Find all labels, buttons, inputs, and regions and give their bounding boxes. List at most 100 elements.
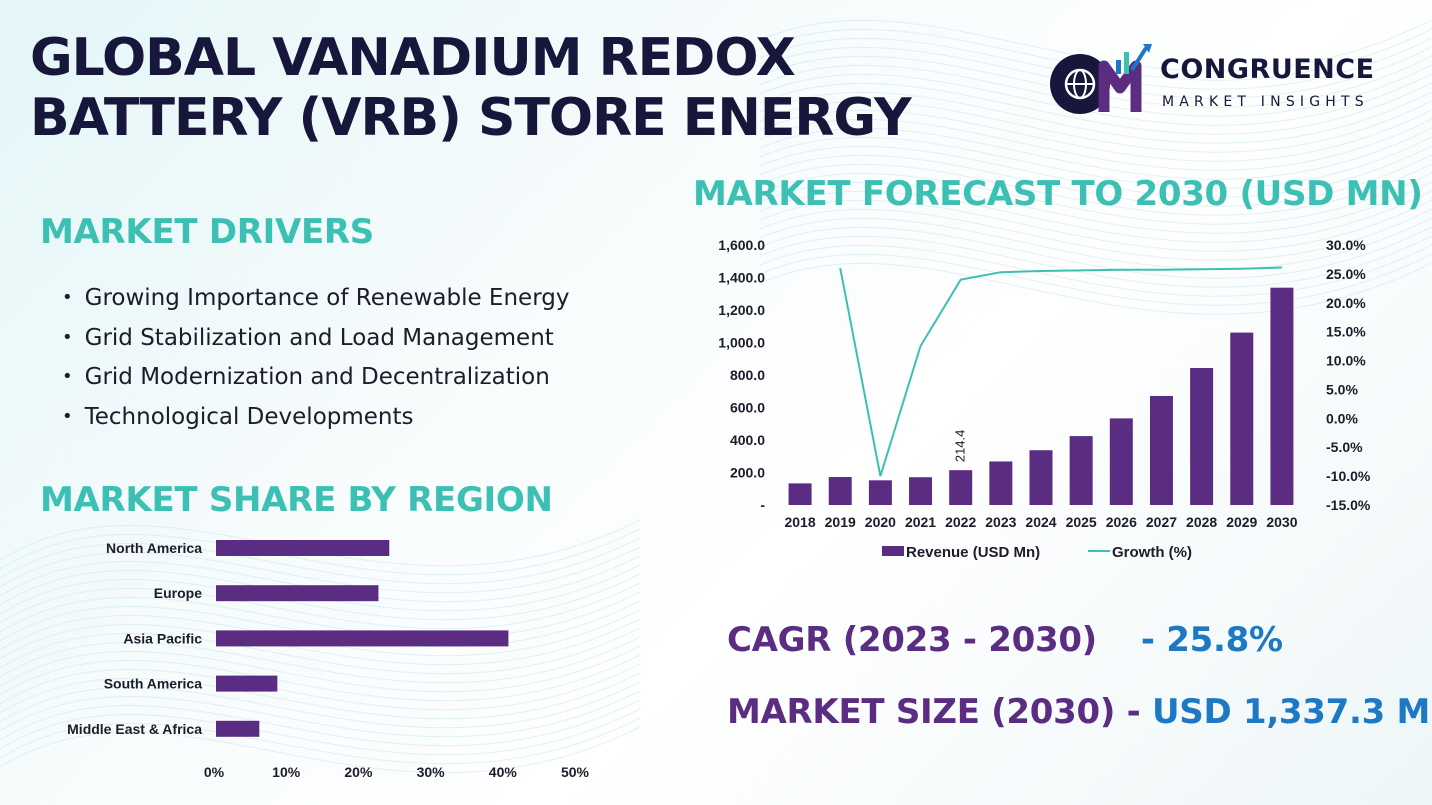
region-label: Asia Pacific <box>123 630 202 646</box>
x-axis-tick: 2024 <box>1025 514 1056 530</box>
x-tick-label: 20% <box>344 764 373 780</box>
data-label: 214.4 <box>953 430 968 463</box>
background-wave-line <box>0 708 641 756</box>
x-tick-label: 0% <box>204 764 225 780</box>
right-axis-tick: 5.0% <box>1326 381 1358 397</box>
background-wave-line <box>0 618 641 666</box>
background-wave-line <box>759 226 1432 279</box>
left-axis-tick: 1,400.0 <box>718 270 765 286</box>
background-wave-line <box>0 555 641 603</box>
right-axis-tick: 0.0% <box>1326 410 1358 426</box>
background-wave-line <box>0 726 641 774</box>
logo-wordmark: CONGRUENCE <box>1160 54 1375 85</box>
legend-bar-swatch <box>882 546 904 556</box>
market-drivers-heading: MARKET DRIVERS <box>40 212 374 252</box>
region-label: Europe <box>154 585 202 601</box>
background-wave-line <box>759 154 1432 207</box>
x-axis-tick: 2018 <box>784 514 815 530</box>
background-wave-line <box>759 181 1432 234</box>
logo-tagline: MARKET INSIGHTS <box>1162 94 1369 110</box>
driver-item: Technological Developments <box>62 401 569 441</box>
background-wave-line <box>759 100 1432 153</box>
region-bar <box>216 675 278 692</box>
background-wave-line <box>759 190 1432 243</box>
x-tick-label: 10% <box>272 764 301 780</box>
right-axis-tick: 10.0% <box>1326 353 1366 369</box>
background-wave-line <box>759 199 1432 252</box>
cagr-stat: CAGR (2023 - 2030) - 25.8% <box>727 620 1283 660</box>
background-wave-line <box>0 627 641 675</box>
region-label: North America <box>106 540 202 556</box>
x-axis-tick: 2030 <box>1266 514 1297 530</box>
right-axis-tick: 20.0% <box>1326 295 1366 311</box>
right-axis-tick: -10.0% <box>1326 468 1371 484</box>
background-wave-line <box>759 19 1432 72</box>
x-axis-tick: 2029 <box>1226 514 1257 530</box>
x-tick-label: 50% <box>561 764 590 780</box>
right-axis-tick: -5.0% <box>1326 439 1363 455</box>
background-wave-line <box>0 537 641 585</box>
background-wave-line <box>759 82 1432 135</box>
revenue-bar <box>1190 368 1214 505</box>
region-bar <box>216 585 379 602</box>
x-axis-tick: 2027 <box>1146 514 1177 530</box>
right-axis-tick: -15.0% <box>1326 497 1371 513</box>
revenue-bar <box>788 483 812 505</box>
background-wave-line <box>759 127 1432 180</box>
driver-item: Grid Stabilization and Load Management <box>62 322 569 362</box>
logo-mark-icon <box>1050 44 1152 114</box>
background-wave-line <box>0 600 641 648</box>
left-axis-tick: - <box>760 497 765 513</box>
background-wave-line <box>0 672 641 720</box>
revenue-bar <box>868 480 892 505</box>
market-size-label: MARKET SIZE (2030) - <box>727 692 1141 732</box>
background-wave-line <box>759 244 1432 297</box>
driver-item: Growing Importance of Renewable Energy <box>62 282 570 322</box>
left-axis-tick: 600.0 <box>730 400 765 416</box>
left-axis-tick: 1,000.0 <box>718 335 765 351</box>
cagr-value: - 25.8% <box>1140 620 1283 660</box>
region-bar <box>216 720 260 737</box>
background-wave-line <box>0 546 641 594</box>
market-size-value: USD 1,337.3 MN <box>1152 692 1432 732</box>
background-wave-line <box>0 582 641 630</box>
forecast-heading: MARKET FORECAST TO 2030 (USD MN) <box>693 174 1423 214</box>
background-wave-line <box>0 663 641 711</box>
revenue-bar <box>1029 450 1053 505</box>
revenue-bar <box>1069 436 1093 505</box>
revenue-bar <box>1230 332 1254 505</box>
region-bar <box>216 540 390 556</box>
background-wave-line <box>759 109 1432 162</box>
x-axis-tick: 2020 <box>865 514 896 530</box>
background-wave-line <box>0 573 641 621</box>
market-size-stat: MARKET SIZE (2030) - USD 1,337.3 MN <box>727 692 1432 732</box>
background-wave-line <box>759 217 1432 270</box>
background-wave-line <box>0 690 641 738</box>
background-wave-line <box>759 235 1432 288</box>
page-title: GLOBAL VANADIUM REDOX BATTERY (VRB) STOR… <box>30 28 912 148</box>
background-wave-line <box>0 645 641 693</box>
company-logo: CONGRUENCE MARKET INSIGHTS <box>1046 40 1406 120</box>
region-share-heading: MARKET SHARE BY REGION <box>40 480 553 520</box>
left-axis-tick: 800.0 <box>730 367 765 383</box>
growth-line <box>839 266 1282 477</box>
right-axis-tick: 25.0% <box>1326 266 1366 282</box>
revenue-bar <box>949 470 973 505</box>
left-axis-tick: 1,600.0 <box>718 237 765 253</box>
market-drivers-list: Growing Importance of Renewable Energy G… <box>62 282 570 441</box>
region-label: Middle East & Africa <box>67 721 202 737</box>
background-wave-line <box>759 118 1432 171</box>
revenue-bar <box>828 477 852 505</box>
background-wave-line <box>759 136 1432 189</box>
region-share-chart: North America Europe Asia Pacific South Ame… <box>67 540 590 780</box>
background-wave-line <box>759 91 1432 144</box>
revenue-bar <box>989 461 1013 505</box>
x-axis-tick: 2025 <box>1066 514 1097 530</box>
background-wave-line <box>759 172 1432 225</box>
legend-revenue-label: Revenue (USD Mn) <box>906 544 1040 561</box>
x-axis-tick: 2023 <box>985 514 1016 530</box>
x-axis-tick: 2022 <box>945 514 976 530</box>
x-axis-tick: 2021 <box>905 514 936 530</box>
driver-item: Grid Modernization and Decentralization <box>62 361 569 401</box>
